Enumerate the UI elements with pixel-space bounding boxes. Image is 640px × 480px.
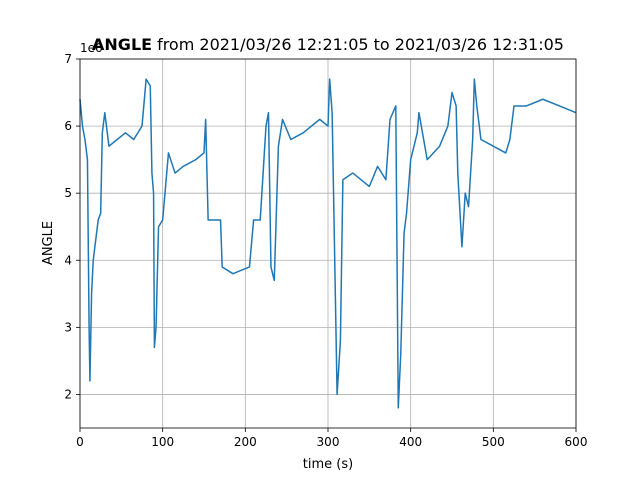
- y-tick-label: 5: [64, 186, 72, 200]
- title-rest: from 2021/03/26 12:21:05 to 2021/03/26 1…: [157, 35, 564, 54]
- y-offset-label: 1e6: [80, 41, 103, 55]
- plot-frame: [79, 58, 577, 429]
- x-tick-label: 0: [76, 435, 84, 449]
- x-tick-label: 400: [399, 435, 422, 449]
- x-tick-label: 100: [151, 435, 174, 449]
- x-axis-label: time (s): [303, 457, 353, 472]
- x-tick-label: 200: [234, 435, 257, 449]
- x-tick-label: 600: [565, 435, 588, 449]
- y-tick-label: 7: [64, 52, 72, 66]
- y-tick-label: 2: [64, 387, 72, 401]
- y-axis-label: ANGLE: [41, 221, 56, 265]
- x-tick-label: 500: [482, 435, 505, 449]
- y-tick-label: 3: [64, 320, 72, 334]
- data-line: [79, 78, 577, 409]
- y-tick-label: 4: [64, 253, 72, 267]
- x-tick-label: 300: [317, 435, 340, 449]
- title-bold: ANGLE: [92, 35, 152, 54]
- y-tick-label: 6: [64, 119, 72, 133]
- chart-title: ANGLE from 2021/03/26 12:21:05 to 2021/03…: [92, 35, 564, 54]
